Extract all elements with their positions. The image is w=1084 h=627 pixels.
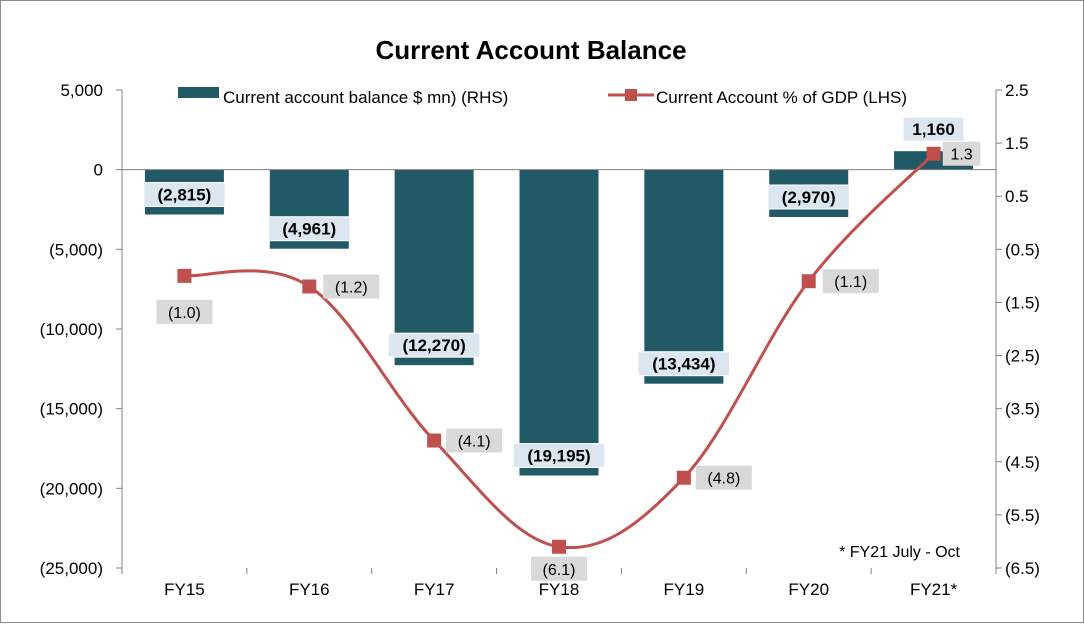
right-tick-label: 1.5 xyxy=(1005,134,1029,153)
bar-value-label-box xyxy=(143,182,226,208)
gdp-value-label-box xyxy=(446,428,503,453)
bar-value-label: 1,160 xyxy=(912,120,955,139)
bar-value-label: (2,970) xyxy=(782,188,836,207)
bar-value-label-box xyxy=(902,116,965,142)
bar-fy19 xyxy=(644,169,724,384)
gdp-marker-fy21 xyxy=(926,146,941,161)
bar-value-label: (13,434) xyxy=(652,355,715,374)
x-tick-label: FY18 xyxy=(539,580,580,599)
right-tick-label: (2.5) xyxy=(1005,347,1040,366)
left-tick-label: (5,000) xyxy=(49,240,103,259)
bar-value-label-box xyxy=(268,216,351,242)
bar-value-label: (12,270) xyxy=(402,336,465,355)
bar-fy17 xyxy=(394,169,474,366)
legend-line-label: Current Account % of GDP (LHS) xyxy=(656,88,907,107)
legend-line-marker xyxy=(625,89,637,101)
gdp-value-label-box xyxy=(695,465,752,490)
gdp-value-label-box xyxy=(323,274,380,299)
bar-value-label-box xyxy=(387,332,481,358)
gdp-value-label: (4.1) xyxy=(458,434,491,451)
gdp-marker-fy16 xyxy=(302,279,317,294)
plot-area: 5,000 0 (5,000) (10,000) (15,000) (20,000) (25… xyxy=(40,81,1040,599)
gdp-value-label: (6.1) xyxy=(543,562,576,579)
right-tick-label: 2.5 xyxy=(1005,81,1029,100)
bar-value-label: (19,195) xyxy=(527,447,590,466)
right-tick-label: (4.5) xyxy=(1005,453,1040,472)
bar-value-label: (4,961) xyxy=(282,220,336,239)
annotation-note: * FY21 July - Oct xyxy=(839,544,960,561)
gdp-value-label-box xyxy=(942,141,981,166)
gdp-value-label: (1.1) xyxy=(834,274,867,291)
right-tick-label: 0.5 xyxy=(1005,187,1029,206)
gdp-marker-fy17 xyxy=(427,433,442,448)
gdp-value-label: (1.2) xyxy=(335,280,368,297)
right-tick-label: (1.5) xyxy=(1005,293,1040,312)
left-tick-label: (15,000) xyxy=(40,400,103,419)
x-tick-label: FY20 xyxy=(788,580,829,599)
gdp-value-label: (1.0) xyxy=(168,305,201,322)
right-tick-label: (5.5) xyxy=(1005,506,1040,525)
right-tick-label: (6.5) xyxy=(1005,559,1040,578)
right-tick-label: (3.5) xyxy=(1005,400,1040,419)
chart-title: Current Account Balance xyxy=(375,35,686,65)
bar-value-label: (2,815) xyxy=(157,186,211,205)
bar-value-label-box xyxy=(512,443,606,469)
right-tick-label: (0.5) xyxy=(1005,240,1040,259)
x-tick-label: FY16 xyxy=(289,580,330,599)
legend-bar-swatch xyxy=(178,87,219,98)
x-tick-label: FY17 xyxy=(414,580,455,599)
gdp-value-label: 1.3 xyxy=(950,147,972,164)
gdp-marker-fy15 xyxy=(177,268,192,283)
x-tick-label: FY15 xyxy=(164,580,205,599)
gdp-value-label-box xyxy=(531,556,587,581)
gdp-value-label-box xyxy=(156,299,213,324)
gdp-marker-fy20 xyxy=(801,274,816,289)
gdp-marker-fy19 xyxy=(676,470,691,485)
left-tick-label: (20,000) xyxy=(40,479,103,498)
left-tick-label: (25,000) xyxy=(40,559,103,578)
left-tick-label: (10,000) xyxy=(40,320,103,339)
legend-bar-label: Current account balance $ mn) (RHS) xyxy=(223,88,508,107)
bar-value-label-box xyxy=(767,184,850,210)
bar-fy18 xyxy=(519,169,599,476)
gdp-value-label: (4.8) xyxy=(707,471,740,488)
gdp-value-label-box xyxy=(822,269,879,294)
legend: Current account balance $ mn) (RHS) Curr… xyxy=(178,87,907,107)
gdp-marker-fy18 xyxy=(552,539,566,554)
left-tick-label: 5,000 xyxy=(60,81,103,100)
bar-value-label-box xyxy=(637,351,731,377)
x-tick-label: FY19 xyxy=(664,580,705,599)
x-tick-label: FY21* xyxy=(910,580,958,599)
left-tick-label: 0 xyxy=(94,161,103,180)
